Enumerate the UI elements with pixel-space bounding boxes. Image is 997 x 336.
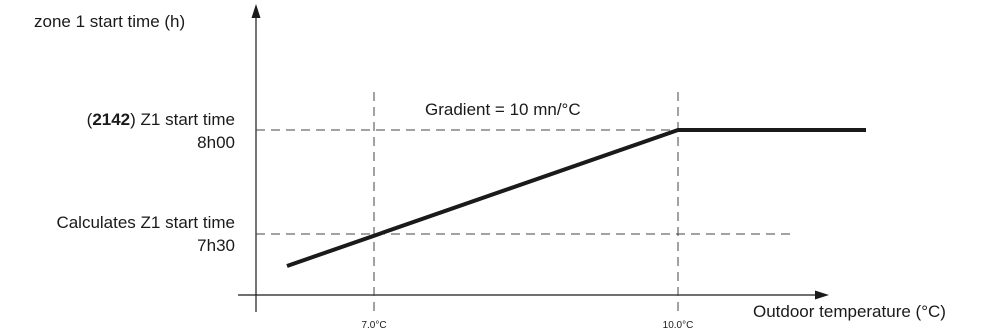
param-close: ) — [130, 110, 136, 129]
gradient-label: Gradient = 10 mn/°C — [425, 100, 581, 119]
start-time-curve — [286, 128, 866, 268]
param-open: ( — [86, 110, 93, 129]
param-code: 2142 — [92, 110, 131, 129]
upper-level-title: Z1 start time — [135, 110, 235, 129]
y-axis-arrow-icon — [251, 4, 261, 18]
lower-level-value: 7h30 — [197, 236, 235, 255]
upper-level-label: (2142) Z1 start time — [87, 110, 235, 130]
x-axis-label: Outdoor temperature (°C) — [753, 302, 946, 321]
y-axis-label: zone 1 start time (h) — [34, 12, 186, 31]
x-tick-10c: 10.0°C — [662, 320, 694, 331]
x-axis-arrow-icon — [815, 290, 829, 300]
upper-level-value: 8h00 — [197, 133, 235, 152]
lower-level-label: Calculates Z1 start time — [56, 213, 235, 232]
x-tick-7c: 7.0°C — [361, 320, 387, 331]
